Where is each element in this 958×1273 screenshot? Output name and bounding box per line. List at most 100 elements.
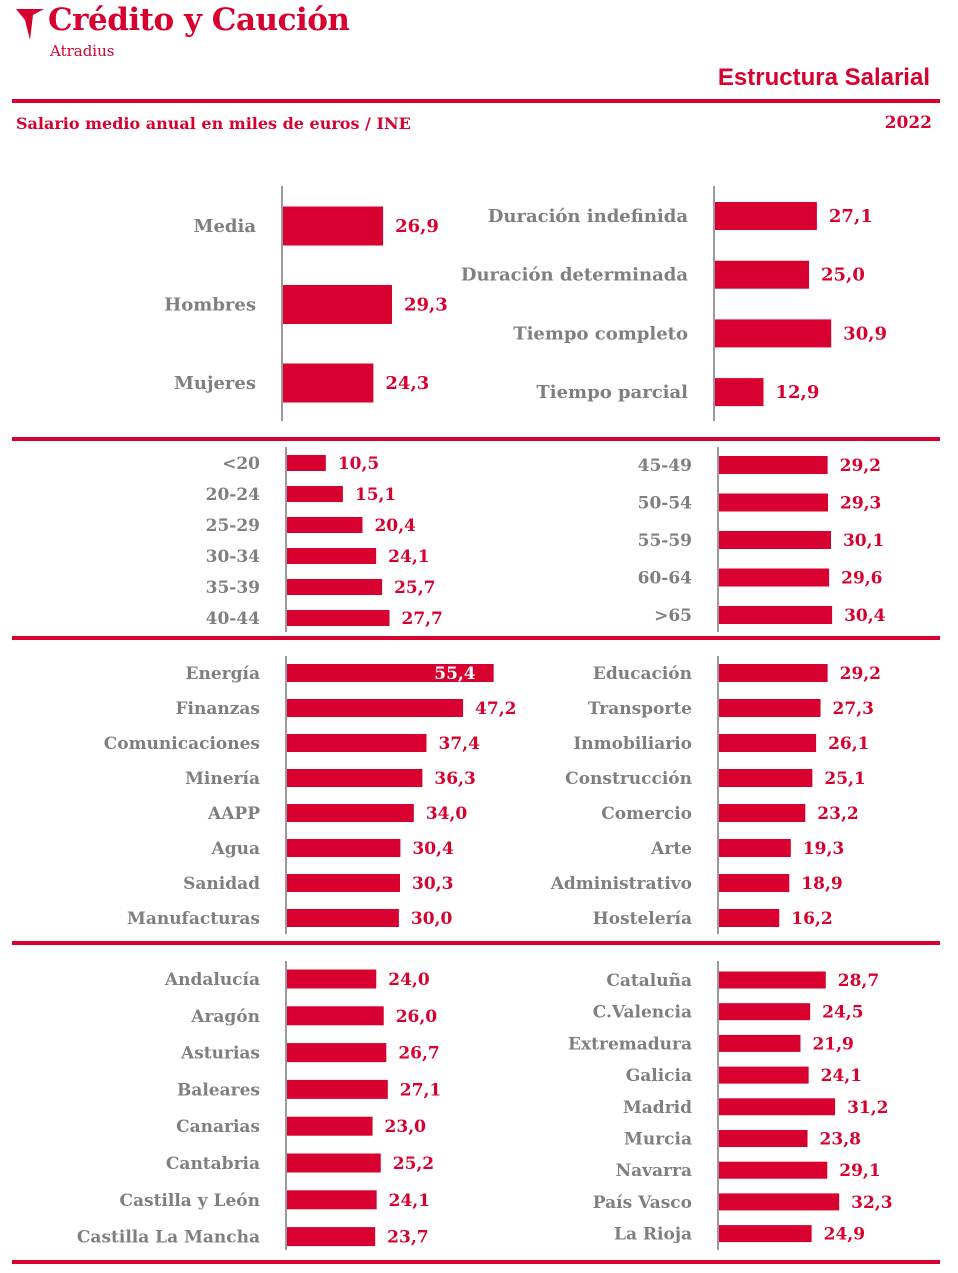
atradius-arrow-icon <box>16 9 44 40</box>
data-label: 24,1 <box>388 547 429 567</box>
category-label: Comercio <box>601 804 692 824</box>
data-bar <box>283 363 374 403</box>
category-label: Mujeres <box>174 373 256 394</box>
data-label: 23,0 <box>385 1117 427 1137</box>
category-label: Galicia <box>626 1066 692 1086</box>
category-label: Cantabria <box>166 1154 260 1174</box>
data-bar <box>287 699 464 717</box>
data-bar <box>287 1227 376 1247</box>
data-label: 12,9 <box>776 382 820 403</box>
data-label: 27,1 <box>400 1080 441 1100</box>
category-label: Andalucía <box>164 970 260 990</box>
section-divider <box>12 1260 940 1264</box>
data-bar <box>287 1043 387 1063</box>
data-label: 24,5 <box>822 1003 863 1023</box>
category-label: 60-64 <box>638 569 693 589</box>
data-label: 25,0 <box>821 265 865 286</box>
data-bar <box>719 1130 808 1147</box>
data-bar <box>719 1225 812 1243</box>
data-label: 55,4 <box>434 664 476 684</box>
data-bar <box>287 579 383 595</box>
data-bar <box>287 664 494 682</box>
data-label: 10,5 <box>338 454 379 474</box>
category-label: Finanzas <box>175 699 260 719</box>
data-label: 19,3 <box>803 839 844 859</box>
data-bar <box>287 1190 377 1210</box>
category-label: Hostelería <box>593 909 692 929</box>
data-bar <box>719 531 831 549</box>
data-label: 36,3 <box>434 769 475 789</box>
category-label: Murcia <box>624 1130 692 1150</box>
data-label: 18,9 <box>801 874 842 894</box>
data-label: 34,0 <box>426 804 468 824</box>
data-label: 25,7 <box>394 578 435 598</box>
category-label: Duración determinada <box>461 265 689 286</box>
data-label: 24,1 <box>821 1066 862 1086</box>
data-bar <box>287 455 326 471</box>
category-label: Inmobiliario <box>573 734 692 754</box>
data-label: 29,6 <box>841 569 882 589</box>
data-label: 15,1 <box>355 485 396 505</box>
data-label: 27,1 <box>829 206 873 227</box>
data-bar <box>287 517 363 533</box>
category-label: C.Valencia <box>593 1003 692 1023</box>
data-bar <box>719 909 780 927</box>
category-label: Madrid <box>623 1098 692 1118</box>
data-bar <box>719 1161 828 1179</box>
data-label: 29,2 <box>840 664 881 684</box>
data-bar <box>287 486 343 502</box>
data-bar <box>719 1098 836 1116</box>
data-bar <box>719 804 806 822</box>
brand-name: Crédito y Caución <box>48 2 350 38</box>
data-label: 29,1 <box>839 1161 880 1181</box>
data-bar <box>719 568 830 587</box>
data-label: 32,3 <box>851 1193 892 1213</box>
data-label: 21,9 <box>812 1034 853 1054</box>
category-label: 20-24 <box>206 485 261 505</box>
category-label: Transporte <box>588 699 692 719</box>
data-bar <box>287 1153 381 1173</box>
category-label: 35-39 <box>206 578 260 598</box>
data-label: 30,3 <box>412 874 453 894</box>
data-bar <box>719 734 817 752</box>
data-label: 27,7 <box>401 609 442 629</box>
category-label: Administrativo <box>550 874 692 894</box>
data-label: 30,1 <box>843 531 884 551</box>
data-label: 30,0 <box>411 909 453 929</box>
data-label: 30,4 <box>844 606 886 626</box>
category-label: AAPP <box>207 804 260 824</box>
data-label: 23,2 <box>817 804 858 824</box>
data-label: 26,0 <box>396 1007 438 1027</box>
category-label: Hombres <box>164 295 256 316</box>
category-label: Sanidad <box>183 874 260 894</box>
category-label: <20 <box>222 454 260 474</box>
data-bar <box>719 1193 840 1211</box>
category-label: 50-54 <box>638 494 693 514</box>
data-label: 25,2 <box>393 1154 434 1174</box>
data-label: 24,3 <box>385 373 429 394</box>
chart-year: 2022 <box>884 113 932 133</box>
category-label: Media <box>194 216 257 237</box>
data-bar <box>287 969 377 989</box>
data-label: 47,2 <box>475 699 516 719</box>
category-label: País Vasco <box>593 1193 692 1213</box>
data-bar <box>719 1034 801 1052</box>
section-divider <box>12 437 940 441</box>
category-label: Tiempo parcial <box>536 382 688 403</box>
data-bar <box>719 493 828 512</box>
data-bar <box>287 909 399 927</box>
data-label: 23,7 <box>387 1228 428 1248</box>
data-bar <box>719 1066 809 1084</box>
category-label: Energía <box>186 664 260 684</box>
category-label: Canarias <box>176 1117 260 1137</box>
data-bar <box>287 610 390 626</box>
data-bar <box>283 206 384 246</box>
section-divider <box>12 636 940 640</box>
category-label: Manufacturas <box>127 909 260 929</box>
category-label: Castilla La Mancha <box>77 1228 260 1248</box>
report-title: Estructura Salarial <box>717 64 930 91</box>
data-label: 23,8 <box>820 1130 861 1150</box>
category-label: Navarra <box>616 1161 692 1181</box>
data-bar <box>719 874 790 892</box>
category-label: 40-44 <box>206 609 261 629</box>
